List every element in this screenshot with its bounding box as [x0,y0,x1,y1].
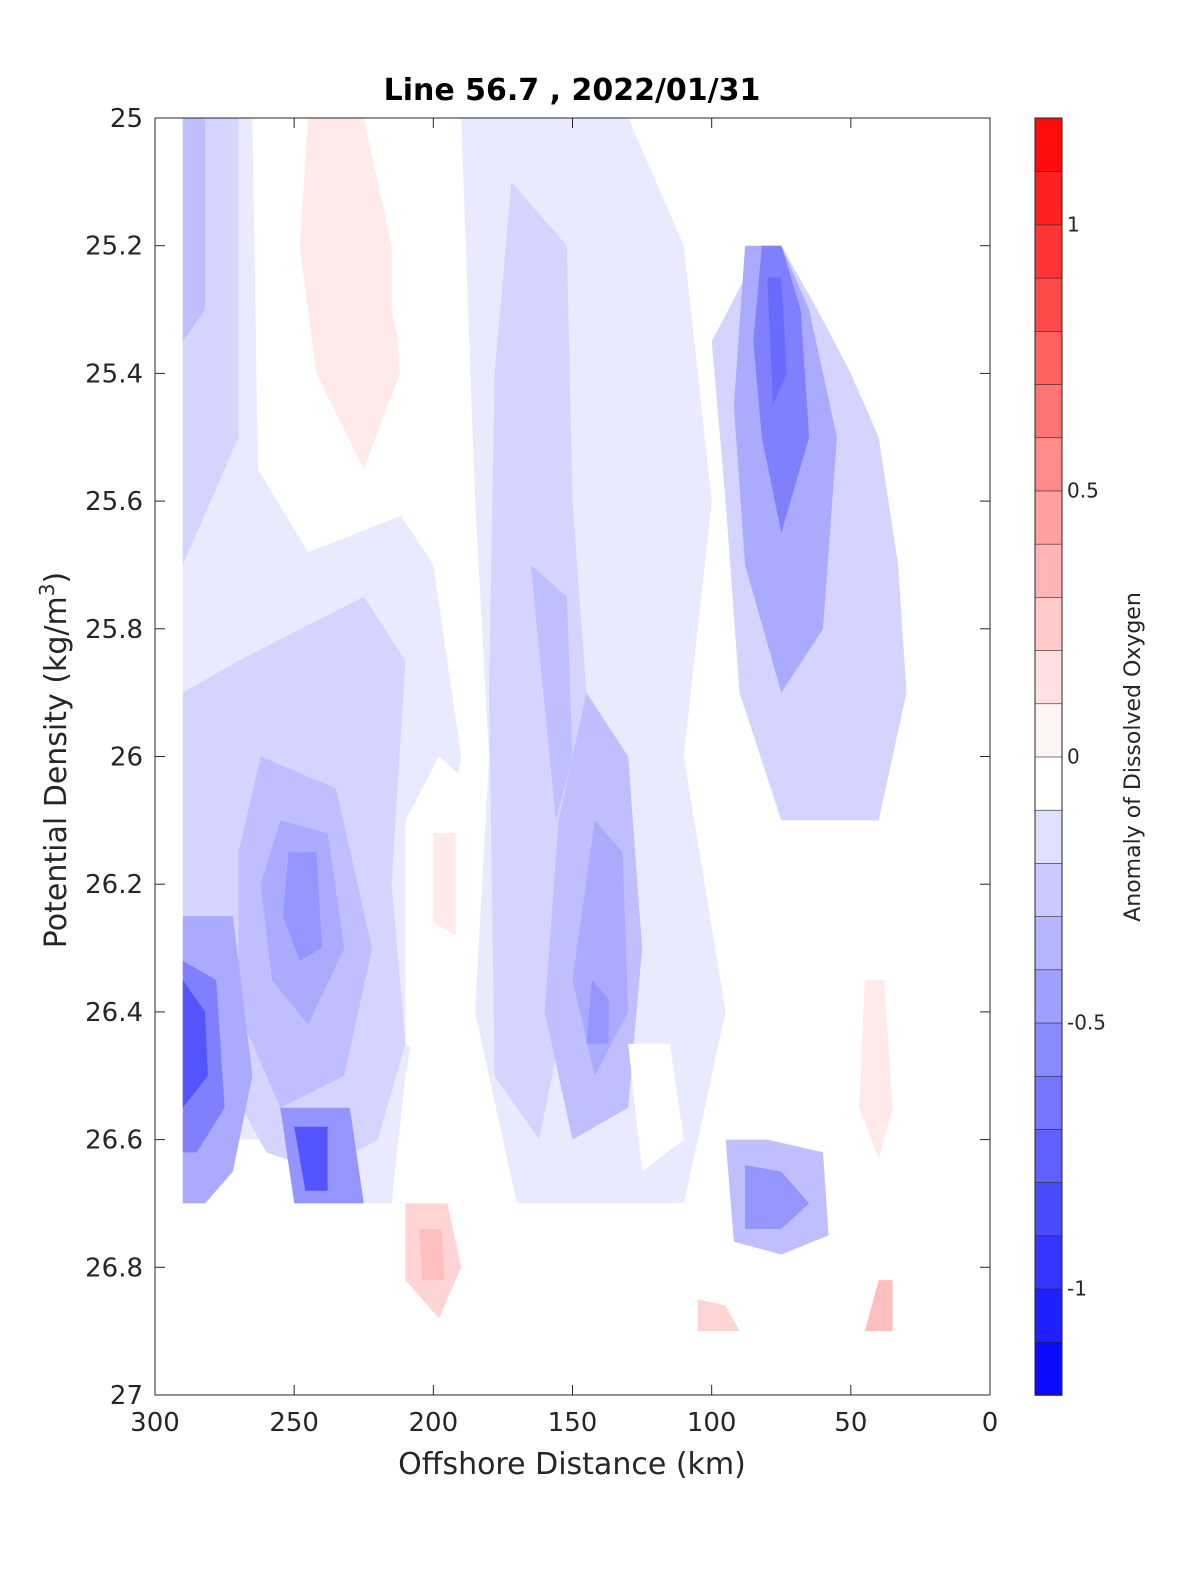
y-tick-label: 25.6 [85,487,143,517]
contour-region [767,277,787,406]
y-axis-label-close: ) [39,572,74,584]
y-tick-label: 25.2 [85,232,143,262]
colorbar-band [1034,1288,1063,1343]
y-tick-label: 26.2 [85,870,143,900]
colorbar-band [1034,277,1063,332]
contour-region [753,245,810,533]
colorbar-band [1034,1181,1063,1237]
x-tick-label: 250 [269,1408,319,1438]
colorbar-tick-label: 0.5 [1067,478,1099,502]
colorbar-band [1034,330,1063,385]
colorbar-tick-label: -0.5 [1067,1011,1106,1035]
x-tick-label: 200 [409,1408,459,1438]
colorbar-band [1034,596,1063,651]
y-tick-label: 25.8 [85,615,143,645]
y-tick-label: 26.8 [85,1253,143,1283]
colorbar-band [1034,383,1063,439]
colorbar-band [1034,436,1063,492]
colorbar-band [1034,1022,1063,1077]
contour-region [697,1299,740,1332]
chart-title: Line 56.7 , 2022/01/31 [384,73,761,108]
x-tick-label: 50 [834,1408,867,1438]
colorbar-band [1034,543,1063,598]
colorbar-tick-label: -1 [1067,1277,1087,1301]
colorbar-band [1034,756,1063,811]
contour-region [530,564,573,821]
contour-region [586,980,609,1044]
colorbar-label: Anomaly of Dissolved Oxygen [1121,592,1146,922]
colorbar-band [1034,224,1063,279]
colorbar-band [1034,915,1063,971]
contour-region [745,1165,810,1229]
colorbar-tick-label: 1 [1067,212,1080,236]
colorbar: 1 0.5 0 -0.5 -1 Anomaly of Dissolved Oxygen [1034,117,1146,1396]
contour-region [182,118,206,342]
plot-area: 300 250 200 150 100 50 0 25 25.2 25.4 25.6 25.8 26 2… [85,104,998,1438]
colorbar-band [1034,170,1063,226]
x-tick-label: 100 [687,1408,737,1438]
colorbar-band [1034,649,1063,705]
contour-region [299,118,400,470]
y-axis-label: Potential Density (kg/m3) [35,572,74,948]
colorbar-band [1034,1235,1063,1290]
x-tick-label: 150 [548,1408,598,1438]
colorbar-frame [1034,117,1063,1396]
contour-region [433,833,456,936]
colorbar-band [1034,1128,1063,1183]
y-tick-label: 25 [110,104,143,134]
colorbar-band [1034,969,1063,1024]
contour-region [864,1280,893,1332]
y-axis-label-main: Potential Density (kg/m [39,596,74,948]
contour-region [283,852,322,961]
y-tick-label: 27 [110,1381,143,1411]
contour-region [859,980,893,1159]
x-tick-label: 0 [982,1408,999,1438]
colorbar-band [1034,490,1063,545]
contour-region [294,1126,328,1191]
y-tick-label: 26.6 [85,1126,143,1156]
y-tick-label: 25.4 [85,359,143,389]
y-axis-label-sup: 3 [35,583,59,596]
colorbar-band [1034,117,1063,173]
contour-region [182,980,208,1108]
colorbar-band [1034,1341,1063,1396]
y-tick-label: 26 [110,743,143,773]
colorbar-band [1034,702,1063,758]
contour-region [419,1229,445,1281]
y-tick-label: 26.4 [85,998,143,1028]
contour-region [628,1043,684,1172]
colorbar-band [1034,862,1063,917]
colorbar-band [1034,1075,1063,1130]
contour-region [572,820,629,1076]
colorbar-band [1034,809,1063,864]
x-axis-label: Offshore Distance (km) [398,1447,746,1482]
x-tick-label: 300 [130,1408,180,1438]
colorbar-tick-label: 0 [1067,745,1080,769]
